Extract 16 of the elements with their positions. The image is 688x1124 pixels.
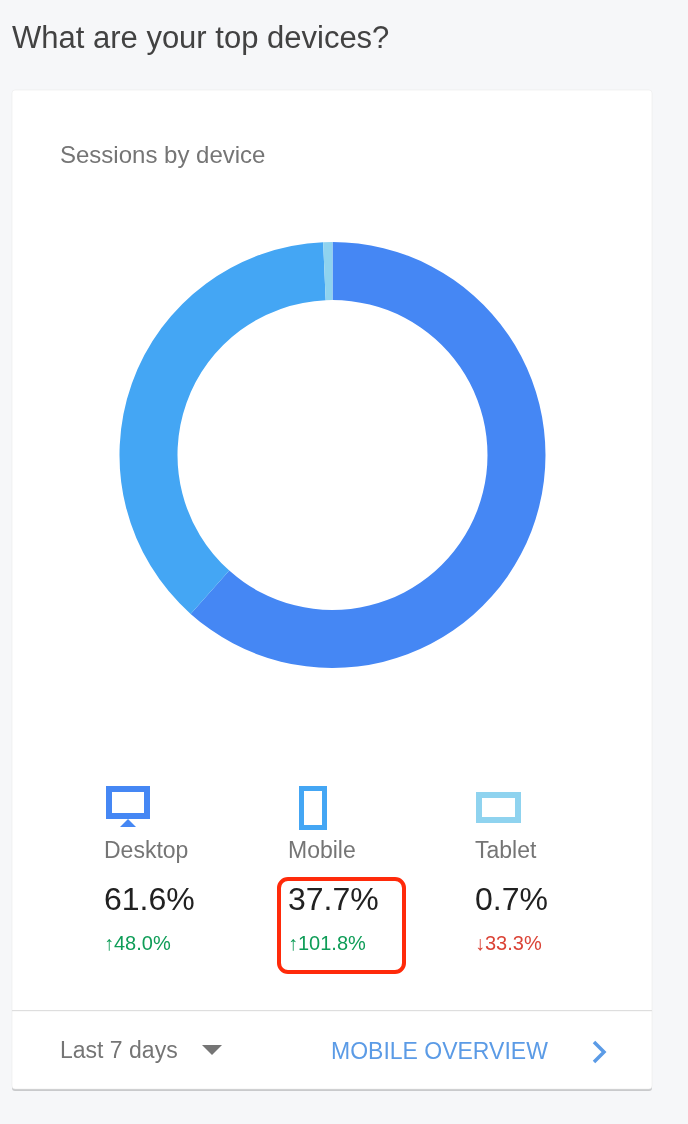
chart-subtitle: Sessions by device xyxy=(60,141,266,168)
legend-label: Tablet xyxy=(475,837,537,863)
legend-label: Desktop xyxy=(104,837,189,863)
text: Last 7 days xyxy=(60,1037,178,1063)
legend-label: Mobile xyxy=(288,837,356,863)
data-label: 0.7% xyxy=(475,881,548,917)
data-label: 61.6% xyxy=(104,881,195,917)
data-label: 37.7% xyxy=(288,881,379,917)
chart-title: What are your top devices? xyxy=(12,20,390,55)
donut-slice xyxy=(190,242,546,668)
donut-slice xyxy=(119,242,326,614)
text: ↓33.3% xyxy=(475,932,542,954)
text: MOBILE OVERVIEW xyxy=(331,1038,549,1064)
text: ↑101.8% xyxy=(288,932,366,954)
donut-slice xyxy=(323,242,333,301)
text: ↑48.0% xyxy=(104,932,171,954)
